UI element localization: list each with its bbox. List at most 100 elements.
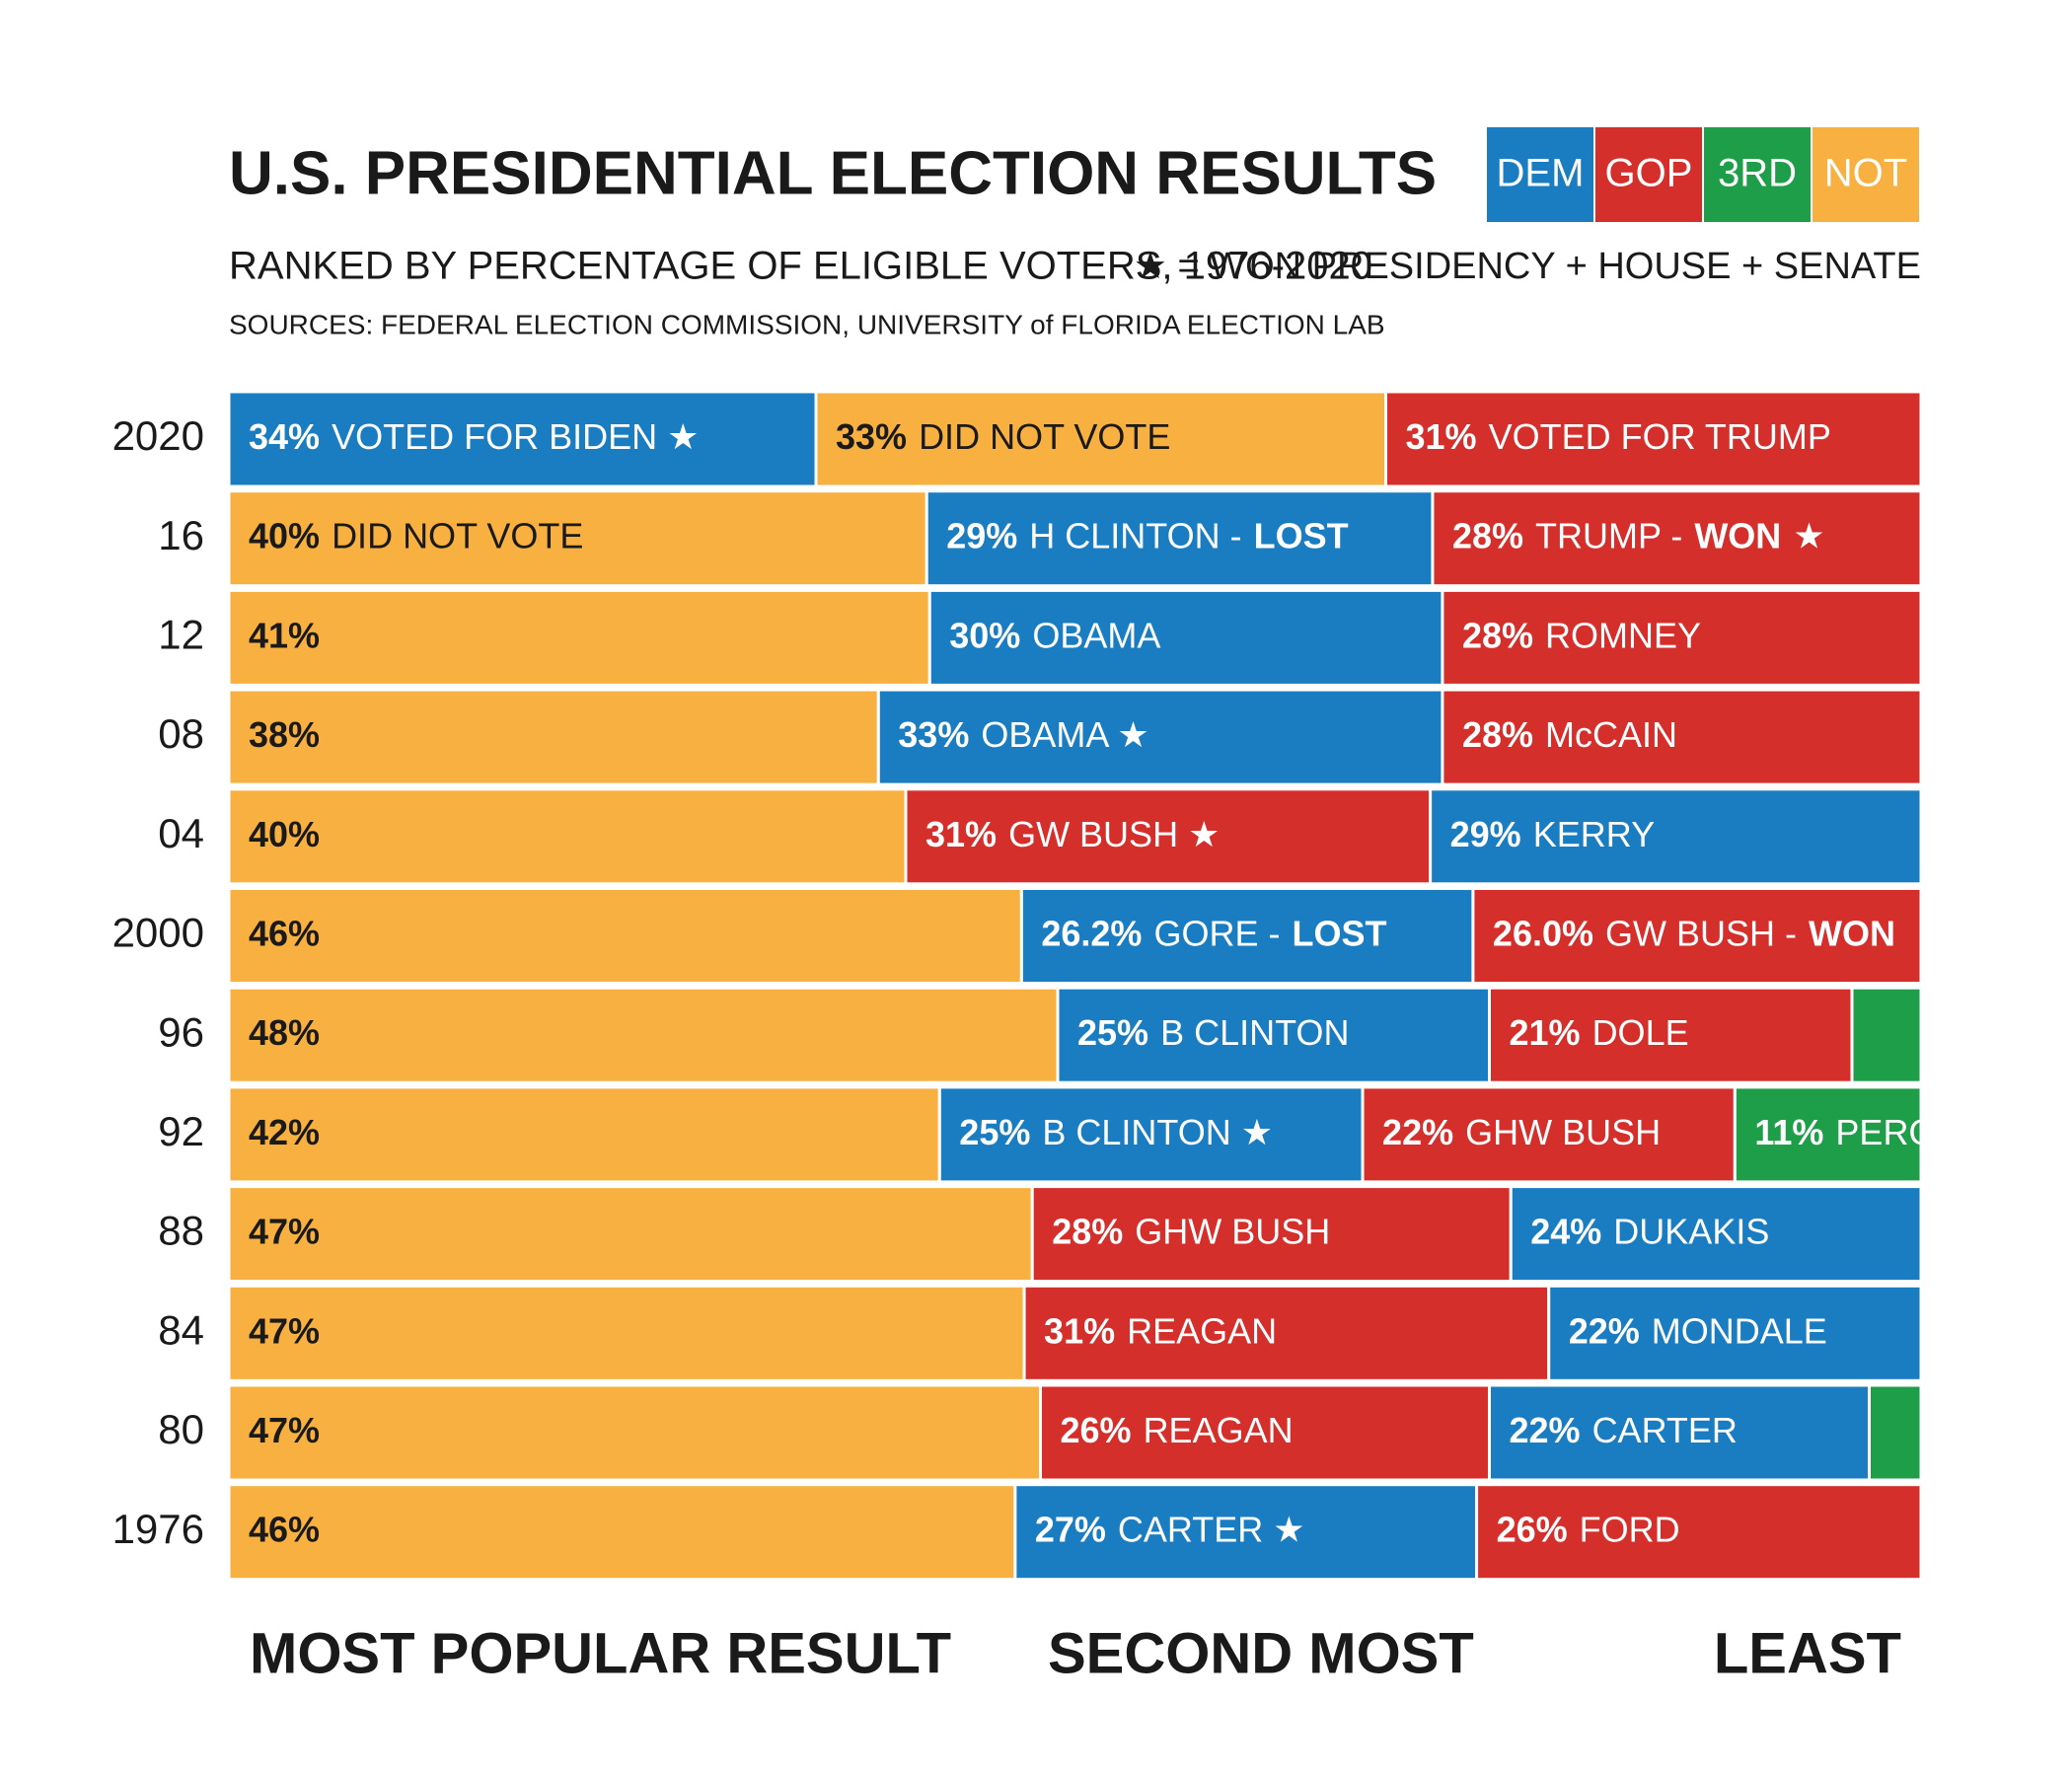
bar-segment	[1547, 1284, 1923, 1382]
value-label: 22%	[1510, 1410, 1581, 1450]
column-label: LEAST	[1714, 1621, 1901, 1685]
value-label: 42%	[249, 1111, 320, 1151]
segment-label: 22% GHW BUSH	[1382, 1111, 1661, 1151]
value-label: 48%	[249, 1012, 320, 1053]
y-tick-label: 84	[158, 1306, 204, 1353]
segment-name: OBAMA	[1032, 615, 1160, 655]
bar-segment	[227, 986, 1060, 1084]
legend-label: GOP	[1605, 152, 1693, 195]
bar-segment	[1039, 1383, 1491, 1482]
legend-label: 3RD	[1718, 152, 1797, 195]
bar-segment	[937, 1085, 1365, 1184]
value-label: 47%	[249, 1310, 320, 1351]
bar-segment	[1488, 1383, 1871, 1482]
segment-name: FORD	[1580, 1509, 1680, 1549]
bar-segment	[1868, 1383, 1923, 1482]
legend-label: NOT	[1824, 152, 1907, 195]
value-label: 47%	[249, 1211, 320, 1251]
legend-swatch	[1487, 127, 1593, 222]
bar-segment	[1441, 588, 1923, 687]
bar-segment	[1022, 1284, 1551, 1382]
bar-segment	[227, 1085, 941, 1184]
segment-label: 21% DOLE	[1510, 1012, 1689, 1053]
legend-swatch	[1704, 127, 1811, 222]
source: SOURCES: FEDERAL ELECTION COMMISSION, UN…	[229, 309, 1385, 339]
value-label: 22%	[1382, 1111, 1453, 1151]
segment-label: 47%	[249, 1410, 320, 1450]
y-tick-label: 80	[158, 1406, 204, 1452]
segment-label: 28% ROMNEY	[1462, 615, 1701, 655]
bar-segment	[1384, 390, 1923, 488]
bar-segment	[1361, 1085, 1737, 1184]
value-label: 28%	[1462, 714, 1533, 755]
segment-name: DID NOT VOTE	[919, 416, 1170, 457]
bar-segment	[227, 1185, 1034, 1284]
segment-name: GW BUSH ★	[1008, 813, 1220, 853]
segment-label: 26.0% GW BUSH - WON	[1493, 913, 1895, 953]
segment-label: 22% MONDALE	[1569, 1310, 1827, 1351]
bar-segment	[1019, 887, 1475, 985]
column-label: MOST POPULAR RESULT	[250, 1621, 951, 1685]
value-label: 24%	[1530, 1211, 1601, 1251]
value-label: 29%	[946, 515, 1017, 555]
legend-note: ★ = WON PRESIDENCY + HOUSE + SENATE	[1134, 246, 1921, 287]
value-label: 31%	[1044, 1310, 1115, 1351]
bar-segment	[227, 688, 880, 786]
column-label: SECOND MOST	[1048, 1621, 1474, 1685]
value-label: 26%	[1061, 1410, 1132, 1450]
segment-name: McCAIN	[1545, 714, 1677, 755]
value-label: 38%	[249, 714, 320, 755]
bar-segment	[1030, 1185, 1513, 1284]
value-label: 26.2%	[1041, 913, 1142, 953]
value-label: 11%	[1754, 1111, 1823, 1151]
value-label: 46%	[249, 1509, 320, 1549]
value-label: 40%	[249, 813, 320, 853]
segment-name: TRUMP -	[1535, 515, 1682, 555]
y-tick-label: 96	[158, 1008, 204, 1055]
segment-label: 38%	[249, 714, 320, 755]
segment-name: GW BUSH -	[1605, 913, 1797, 953]
value-label: 33%	[836, 416, 907, 457]
segment-label: 29% KERRY	[1450, 813, 1655, 853]
segment-label: 26.2% GORE - LOST	[1041, 913, 1386, 953]
segment-label: 24% DUKAKIS	[1530, 1211, 1769, 1251]
segment-label: 31% REAGAN	[1044, 1310, 1277, 1351]
value-label: 25%	[1077, 1012, 1148, 1053]
segment-name: OBAMA ★	[981, 714, 1148, 755]
y-tick-label: 12	[158, 611, 204, 657]
segment-label: 11% PEROT	[1754, 1111, 1958, 1151]
segment-label: 47%	[249, 1211, 320, 1251]
segment-label: 27% CARTER ★	[1035, 1509, 1305, 1549]
value-label: 40%	[249, 515, 320, 555]
value-label: 27%	[1035, 1509, 1106, 1549]
bar-segment	[227, 489, 928, 588]
bar-segment	[227, 887, 1023, 985]
segment-name: KERRY	[1533, 813, 1655, 853]
segment-label: 29% H CLINTON - LOST	[946, 515, 1348, 555]
segment-label: 41%	[249, 615, 320, 655]
segment-label: 30% OBAMA	[949, 615, 1160, 655]
value-label: 46%	[249, 913, 320, 953]
bar-segment	[814, 390, 1387, 488]
bar-segment	[227, 1483, 1017, 1582]
segment-name: PEROT	[1835, 1111, 1958, 1151]
value-label: 26%	[1497, 1509, 1568, 1549]
segment-label: 31% GW BUSH ★	[925, 813, 1220, 853]
segment-name: B CLINTON	[1160, 1012, 1349, 1053]
y-tick-label: 2000	[112, 910, 204, 956]
bar-segment	[1013, 1483, 1479, 1582]
segment-name: REAGAN	[1127, 1310, 1277, 1351]
value-label: 33%	[898, 714, 969, 755]
segment-name: CARTER	[1592, 1410, 1738, 1450]
segment-label: 40%	[249, 813, 320, 853]
segment-label: 25% B CLINTON	[1077, 1012, 1349, 1053]
segment-label: 28% GHW BUSH	[1052, 1211, 1330, 1251]
segment-label: 46%	[249, 1509, 320, 1549]
segment-label: 31% VOTED FOR TRUMP	[1406, 416, 1831, 457]
y-tick-label: 92	[158, 1108, 204, 1154]
bar-segment	[1441, 688, 1923, 786]
segment-name: VOTED FOR BIDEN ★	[332, 416, 699, 457]
bar-segment	[227, 1383, 1042, 1482]
bar-segment	[1733, 1085, 1923, 1184]
